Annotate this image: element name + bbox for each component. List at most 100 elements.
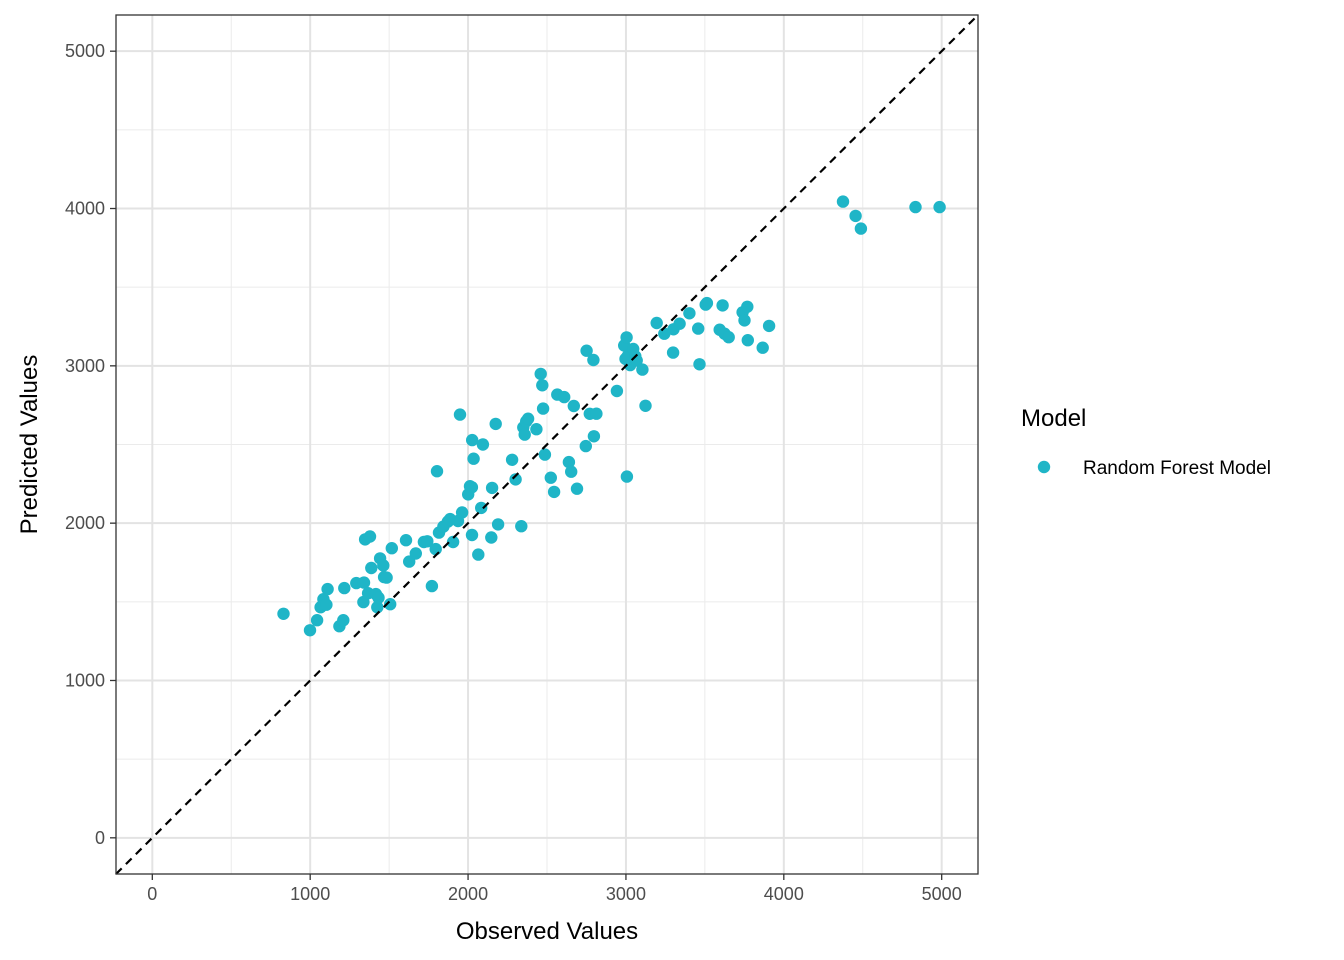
data-point [425, 579, 439, 593]
data-point [567, 399, 580, 413]
data-point [303, 624, 317, 637]
data-point [485, 481, 499, 495]
data-point [421, 535, 434, 548]
data-point [485, 531, 498, 544]
data-point [534, 367, 547, 381]
data-point [741, 334, 754, 347]
x-tick-label: 5000 [922, 884, 962, 904]
data-point [430, 465, 444, 478]
legend-title: Model [1021, 405, 1086, 432]
data-point [570, 482, 584, 495]
data-point [320, 598, 333, 611]
data-point [310, 614, 324, 627]
data-point [741, 300, 754, 313]
data-point [562, 455, 576, 469]
data-points [277, 195, 946, 637]
data-point [683, 307, 696, 320]
data-point [385, 542, 398, 555]
x-axis-title: Observed Values [456, 918, 638, 945]
data-point [363, 530, 377, 543]
data-point [836, 195, 850, 208]
data-point [650, 316, 663, 330]
x-tick-label: 2000 [448, 884, 488, 904]
data-point [429, 542, 442, 556]
data-point [536, 402, 550, 415]
data-point [738, 314, 751, 327]
data-point [515, 520, 528, 533]
data-point [722, 331, 735, 344]
data-point [620, 470, 634, 483]
data-point [636, 363, 649, 376]
data-point [700, 296, 714, 310]
data-point [489, 417, 502, 431]
data-point [849, 209, 862, 223]
data-point [380, 571, 393, 584]
data-point [467, 452, 480, 465]
data-point [465, 481, 479, 494]
data-point [538, 448, 552, 461]
y-tick-label: 2000 [65, 513, 105, 533]
y-tick-label: 3000 [65, 356, 105, 376]
legend: Model Random Forest Model [1021, 405, 1271, 479]
data-point [536, 379, 549, 392]
data-point [692, 322, 705, 335]
data-point [666, 346, 680, 359]
y-tick-label: 1000 [65, 670, 105, 690]
data-point [565, 465, 578, 478]
data-point [693, 358, 706, 371]
data-point [337, 614, 350, 627]
data-point [472, 548, 485, 561]
data-point [716, 299, 729, 312]
data-point [558, 390, 571, 404]
data-point [384, 598, 397, 611]
legend-entry-label: Random Forest Model [1083, 458, 1271, 479]
data-point [547, 485, 561, 499]
data-point [446, 535, 460, 549]
y-tick-label: 5000 [65, 41, 105, 61]
data-point [518, 428, 531, 441]
data-point [465, 528, 479, 542]
x-tick-label: 4000 [764, 884, 804, 904]
data-point [466, 433, 479, 447]
y-axis-title: Predicted Values [16, 355, 43, 535]
data-point [357, 576, 371, 589]
data-point [610, 384, 624, 398]
data-point [455, 506, 469, 519]
data-point [491, 518, 505, 531]
data-point [587, 430, 601, 443]
data-point [590, 407, 603, 420]
data-point [673, 317, 686, 330]
identity-reference-line [115, 14, 979, 875]
grid-minor [116, 15, 978, 874]
data-point [587, 353, 600, 367]
data-point [658, 327, 671, 340]
data-point [909, 200, 922, 214]
data-point [933, 200, 946, 214]
data-point [505, 453, 519, 466]
data-point [338, 581, 351, 595]
data-point [377, 559, 390, 572]
y-axis-ticks: 0 1000 2000 3000 4000 5000 [65, 41, 116, 848]
data-point [756, 341, 769, 354]
data-point [580, 344, 593, 357]
y-tick-label: 4000 [65, 199, 105, 219]
data-point [530, 423, 543, 436]
data-point [399, 534, 413, 547]
data-point [620, 331, 633, 344]
data-point [321, 582, 334, 596]
data-point [854, 222, 868, 235]
plot-panel-border [115, 14, 979, 875]
data-point [509, 473, 522, 486]
data-point [475, 501, 488, 515]
data-point [409, 547, 422, 560]
x-tick-label: 3000 [606, 884, 646, 904]
data-point [544, 471, 557, 484]
data-point [453, 408, 467, 421]
x-tick-label: 1000 [290, 884, 330, 904]
data-point [371, 601, 384, 614]
x-axis-ticks: 0 1000 2000 3000 4000 5000 [147, 874, 962, 904]
data-point [365, 561, 378, 575]
data-point [476, 438, 490, 451]
